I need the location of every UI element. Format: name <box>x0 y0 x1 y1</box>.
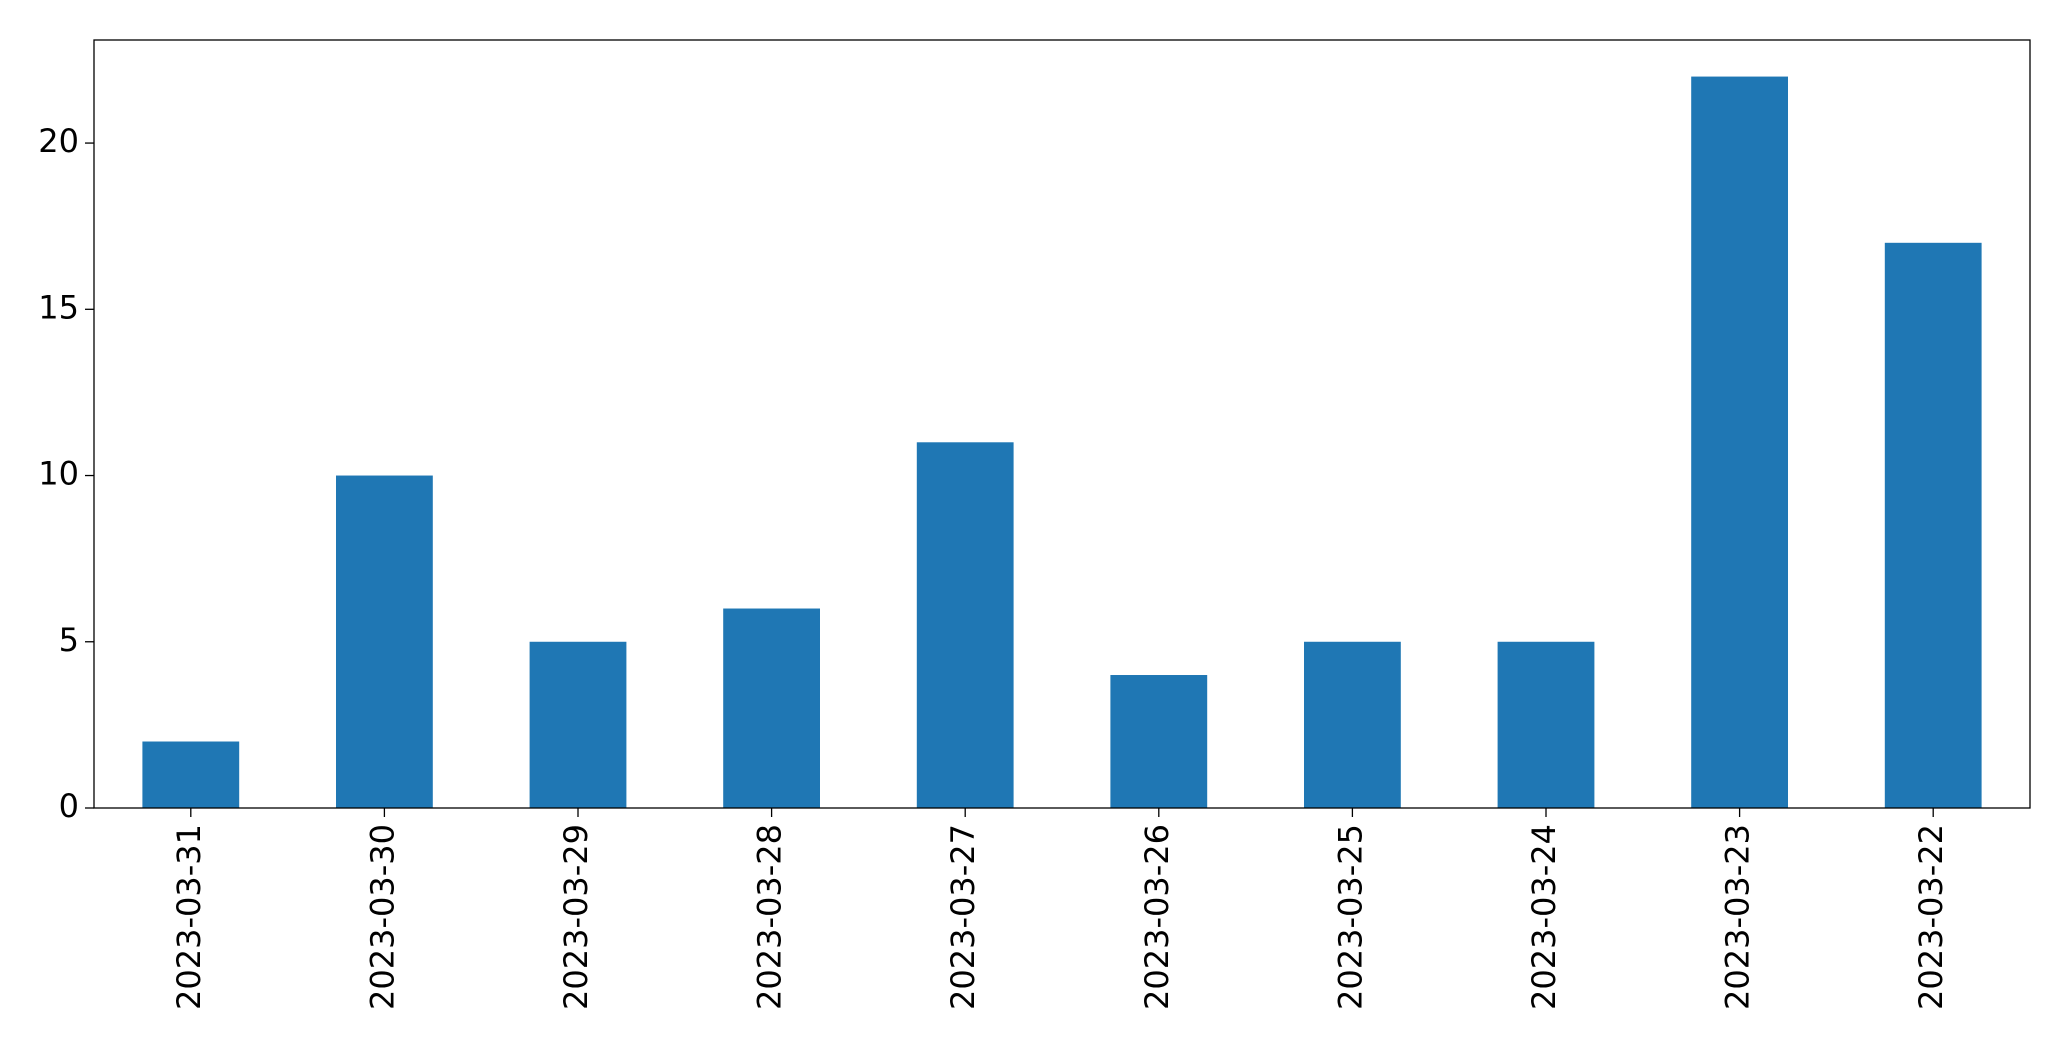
bar <box>1497 641 1595 808</box>
bar <box>723 608 820 808</box>
bar <box>1691 76 1788 809</box>
x-tick-label: 2023-03-24 <box>1525 824 1563 1010</box>
y-tick-label: 15 <box>38 288 79 326</box>
x-tick-label: 2023-03-27 <box>944 824 982 1010</box>
y-tick-label: 20 <box>38 122 79 160</box>
y-tick-label: 5 <box>59 621 79 659</box>
bar <box>1304 641 1401 808</box>
bar <box>142 741 240 808</box>
x-tick-label: 2023-03-29 <box>557 824 595 1010</box>
y-tick-label: 0 <box>59 787 79 825</box>
x-tick-label: 2023-03-31 <box>170 824 208 1010</box>
x-tick-label: 2023-03-22 <box>1912 824 1950 1010</box>
bar <box>1884 242 1982 809</box>
x-tick-label: 2023-03-28 <box>751 824 789 1010</box>
bar <box>529 641 627 808</box>
x-tick-label: 2023-03-30 <box>363 824 401 1010</box>
x-tick-label: 2023-03-23 <box>1719 824 1757 1010</box>
bar <box>916 442 1014 808</box>
bar <box>336 475 433 808</box>
x-tick-label: 2023-03-25 <box>1331 824 1369 1010</box>
x-tick-label: 2023-03-26 <box>1138 824 1176 1010</box>
plot-frame <box>93 39 2031 809</box>
y-tick-label: 10 <box>38 455 79 493</box>
bar <box>1110 675 1208 808</box>
